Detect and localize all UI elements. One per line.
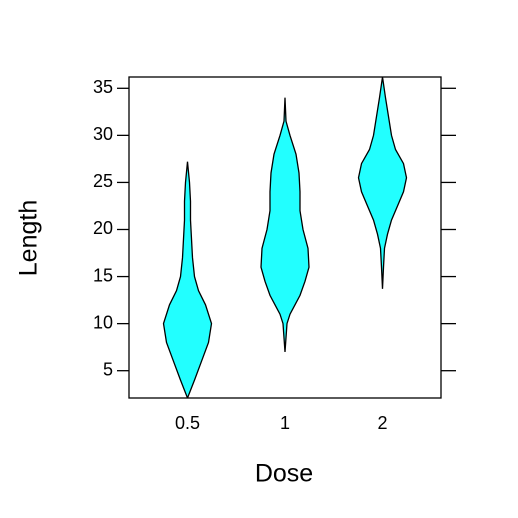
y-tick-label: 35 (93, 77, 113, 97)
x-axis-label: Dose (255, 460, 313, 488)
violin (357, 77, 408, 289)
violin (162, 161, 213, 398)
y-tick-label: 30 (93, 124, 113, 144)
y-tick-label: 15 (93, 265, 113, 285)
plot-frame (128, 76, 442, 399)
violin (260, 97, 310, 352)
y-tick-label: 25 (93, 171, 113, 191)
y-tick-label: 5 (103, 359, 113, 379)
x-tick-label: 0.5 (175, 413, 200, 433)
x-tick-label: 1 (280, 413, 290, 433)
x-tick-label: 2 (377, 413, 387, 433)
y-axis-label: Length (15, 200, 43, 276)
y-tick-label: 10 (93, 312, 113, 332)
y-tick-label: 20 (93, 218, 113, 238)
